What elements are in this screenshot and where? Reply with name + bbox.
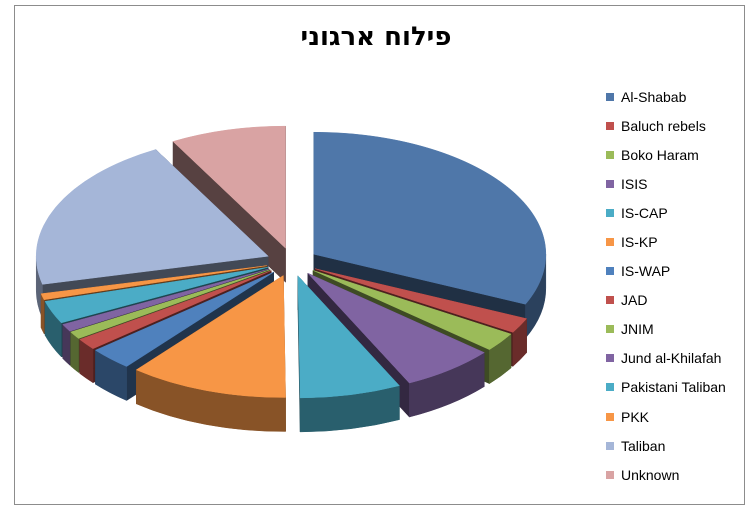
legend-swatch — [606, 121, 614, 130]
legend-label: Pakistani Taliban — [621, 379, 726, 396]
pie-slice-pakistani-taliban — [44, 267, 268, 324]
legend-item-boko-haram: Boko Haram — [606, 140, 746, 169]
legend-label: IS-CAP — [621, 204, 668, 221]
legend-label: Jund al-Khilafah — [621, 350, 722, 367]
pie-slice-isis — [307, 273, 485, 384]
legend-swatch — [606, 441, 614, 450]
legend-item-jad: JAD — [606, 286, 746, 315]
legend-item-pkk: PKK — [606, 402, 746, 431]
pie-slice-al-shabab — [313, 131, 547, 305]
legend-item-is-kp: IS-KP — [606, 227, 746, 256]
legend-item-is-cap: IS-CAP — [606, 198, 746, 227]
legend-swatch — [606, 92, 614, 101]
legend-item-isis: ISIS — [606, 169, 746, 198]
pie-slice-taliban — [35, 149, 269, 285]
pie-top-layer — [35, 125, 547, 399]
legend-swatch — [606, 354, 614, 363]
legend-item-jnim: JNIM — [606, 315, 746, 344]
legend-swatch — [606, 238, 614, 247]
legend-swatch — [606, 470, 614, 479]
legend-swatch — [606, 179, 614, 188]
legend-swatch — [606, 325, 614, 334]
legend-swatch — [606, 296, 614, 305]
legend-item-unknown: Unknown — [606, 460, 746, 489]
pie-slice-outer-wall — [40, 293, 45, 334]
pie-slice-is-cap — [297, 275, 400, 399]
legend-label: Boko Haram — [621, 146, 699, 163]
legend-item-al-shabab: Al-Shabab — [606, 82, 746, 111]
legend-item-taliban: Taliban — [606, 431, 746, 460]
legend-swatch — [606, 383, 614, 392]
legend-swatch — [606, 208, 614, 217]
legend-label: Unknown — [621, 466, 680, 483]
legend-label: JAD — [621, 292, 648, 309]
legend-label: ISIS — [621, 175, 648, 192]
legend-label: Baluch rebels — [621, 117, 706, 134]
legend-label: Taliban — [621, 437, 666, 454]
pie-slice-baluch-rebels — [314, 268, 528, 333]
chart-title: פילוח ארגוני — [300, 22, 452, 52]
pie-slice-outer-wall — [70, 331, 79, 374]
pie-slice-jnim — [70, 269, 271, 339]
pie-slice-unknown — [172, 125, 286, 249]
legend: Al-Shabab Baluch rebels Boko Haram ISIS IS-C… — [606, 82, 746, 489]
pie-slice-is-wap — [94, 271, 274, 367]
legend-item-is-wap: IS-WAP — [606, 257, 746, 286]
legend-item-baluch-rebels: Baluch rebels — [606, 111, 746, 140]
legend-label: JNIM — [621, 321, 654, 338]
pie-slice-jad — [79, 270, 272, 349]
pie-slice-boko-haram — [312, 270, 512, 350]
legend-swatch — [606, 267, 614, 276]
pie-slice-is-kp — [135, 275, 286, 398]
pie-slice-pkk — [40, 265, 267, 301]
pie-slice-jund-al-khilafah — [62, 268, 270, 332]
legend-item-jund-al-khilafah: Jund al-Khilafah — [606, 344, 746, 373]
legend-swatch — [606, 412, 614, 421]
legend-label: Al-Shabab — [621, 88, 687, 105]
legend-label: IS-WAP — [621, 263, 671, 280]
legend-label: PKK — [621, 408, 650, 425]
legend-label: IS-KP — [621, 234, 658, 251]
legend-item-pakistani-taliban: Pakistani Taliban — [606, 373, 746, 402]
legend-swatch — [606, 150, 614, 159]
